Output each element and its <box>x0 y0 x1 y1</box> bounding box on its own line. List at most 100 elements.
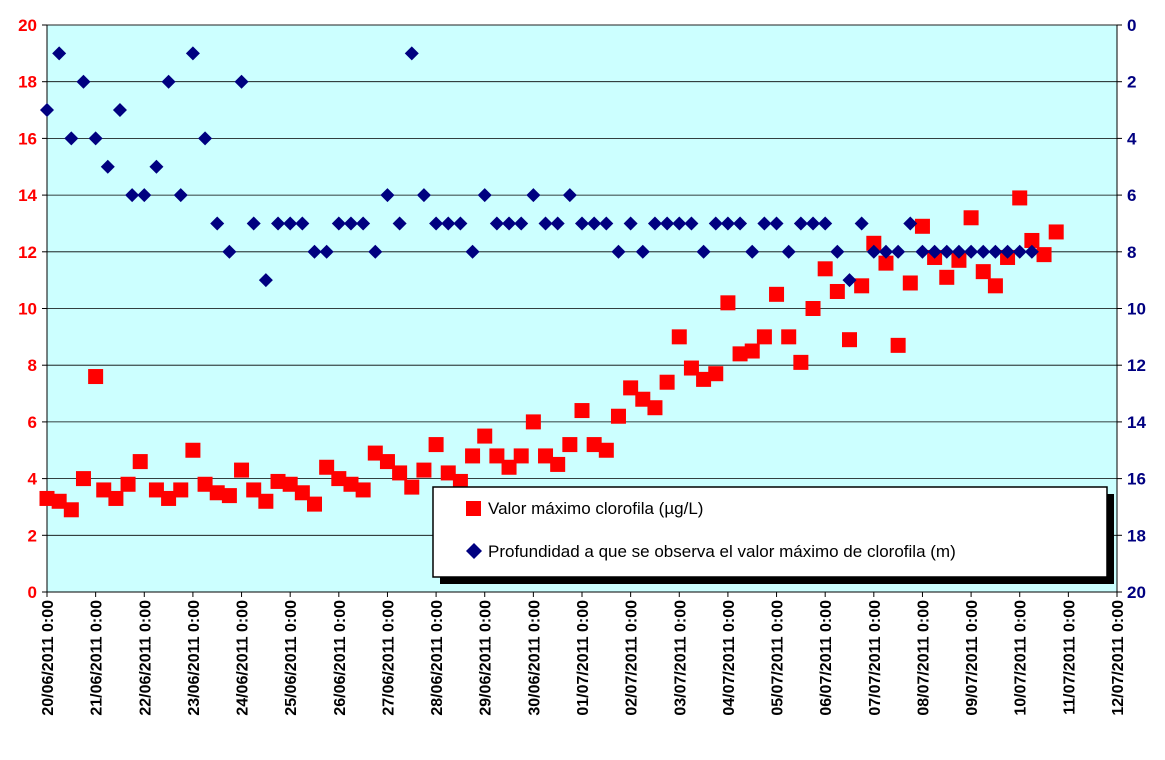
data-point-depth <box>939 244 954 259</box>
data-point-chlorophyll <box>756 329 772 345</box>
x-tick-label: 08/07/2011 0:00 <box>915 600 932 716</box>
x-tick-label: 11/07/2011 0:00 <box>1061 600 1078 715</box>
x-tick-label: 10/07/2011 0:00 <box>1013 600 1030 716</box>
y-left-tick-label: 6 <box>28 413 37 432</box>
data-point-chlorophyll <box>88 369 104 385</box>
data-point-chlorophyll <box>185 442 201 458</box>
data-point-chlorophyll <box>939 269 955 285</box>
data-point-depth <box>185 46 200 61</box>
data-point-chlorophyll <box>987 278 1003 294</box>
data-point-chlorophyll <box>270 473 286 489</box>
data-point-depth <box>283 216 298 231</box>
data-point-chlorophyll <box>683 360 699 376</box>
data-point-chlorophyll <box>793 354 809 370</box>
x-axis: 20/06/2011 0:00 21/06/2011 0:00 22/06/2011… <box>40 591 1127 716</box>
data-point-chlorophyll <box>477 428 493 444</box>
data-point-chlorophyll <box>355 482 371 498</box>
data-point-depth <box>647 216 662 231</box>
y-right-tick-label: 0 <box>1127 16 1136 35</box>
data-point-chlorophyll <box>659 374 675 390</box>
y-left-tick-label: 18 <box>18 73 37 92</box>
y-right-tick-label: 18 <box>1127 526 1146 545</box>
data-point-depth <box>258 273 273 288</box>
y-right-tick-label: 12 <box>1127 356 1146 375</box>
y-axis-left: 0 2 4 6 8 10 12 14 16 18 20 <box>18 16 48 602</box>
data-point-chlorophyll <box>708 366 724 382</box>
data-point-depth <box>745 244 760 259</box>
data-point-depth <box>793 216 808 231</box>
y-right-tick-label: 8 <box>1127 243 1136 262</box>
y-right-tick-label: 6 <box>1127 186 1136 205</box>
data-point-chlorophyll <box>96 482 112 498</box>
data-point-depth <box>672 216 687 231</box>
x-tick-label: 06/07/2011 0:00 <box>818 600 835 716</box>
x-tick-label: 05/07/2011 0:00 <box>770 600 787 716</box>
data-point-chlorophyll <box>501 459 517 475</box>
y-right-tick-label: 2 <box>1127 73 1136 92</box>
data-point-depth <box>489 216 504 231</box>
data-point-depth <box>1000 244 1015 259</box>
data-point-depth <box>76 74 91 89</box>
data-point-chlorophyll <box>75 471 91 487</box>
data-point-depth <box>246 216 261 231</box>
data-point-chlorophyll <box>720 295 736 311</box>
data-point-depth <box>441 216 456 231</box>
data-point-chlorophyll <box>282 476 298 492</box>
data-point-depth <box>818 216 833 231</box>
data-point-depth <box>465 244 480 259</box>
data-point-depth <box>271 216 286 231</box>
data-point-depth <box>368 244 383 259</box>
data-point-depth <box>404 46 419 61</box>
data-point-depth <box>866 244 881 259</box>
data-point-depth <box>720 216 735 231</box>
data-point-chlorophyll <box>1012 190 1028 206</box>
series-chlorophyll <box>39 190 1064 518</box>
data-point-chlorophyll <box>173 482 189 498</box>
data-point-depth <box>854 216 869 231</box>
y-left-tick-label: 10 <box>18 300 37 319</box>
data-point-chlorophyll <box>805 301 821 316</box>
data-point-chlorophyll <box>294 485 310 501</box>
data-point-chlorophyll <box>221 488 237 504</box>
data-point-depth <box>575 216 589 231</box>
data-point-depth <box>161 74 176 89</box>
data-point-chlorophyll <box>258 493 274 509</box>
data-point-depth <box>429 216 444 231</box>
data-point-depth <box>100 159 115 174</box>
data-point-depth <box>538 216 553 231</box>
data-point-chlorophyll <box>769 286 785 302</box>
data-point-chlorophyll <box>744 343 760 359</box>
data-point-depth <box>380 188 395 203</box>
data-point-chlorophyll <box>513 448 529 464</box>
data-point-depth <box>392 216 407 231</box>
data-point-depth <box>903 216 918 231</box>
data-point-chlorophyll <box>39 490 55 506</box>
data-point-depth <box>951 244 966 259</box>
legend-marker-chlorophyll <box>466 501 481 516</box>
x-tick-label: 24/06/2011 0:00 <box>235 600 252 716</box>
data-point-chlorophyll <box>489 448 505 464</box>
data-point-chlorophyll <box>696 371 712 387</box>
data-point-depth <box>356 216 371 231</box>
data-point-chlorophyll <box>550 456 566 472</box>
data-point-depth <box>587 216 602 231</box>
x-tick-label: 29/06/2011 0:00 <box>478 600 495 716</box>
x-tick-label: 02/07/2011 0:00 <box>624 600 641 716</box>
data-point-depth <box>1012 244 1027 259</box>
y-left-tick-label: 0 <box>28 583 37 602</box>
y-left-tick-label: 4 <box>28 470 38 489</box>
data-point-depth <box>88 131 103 146</box>
y-left-tick-label: 8 <box>28 356 37 375</box>
y-right-tick-label: 10 <box>1127 300 1146 319</box>
data-point-chlorophyll <box>1024 232 1040 248</box>
data-point-chlorophyll <box>598 442 614 458</box>
data-point-chlorophyll <box>440 465 456 481</box>
data-point-depth <box>599 216 614 231</box>
data-point-depth <box>781 244 796 259</box>
x-tick-label: 01/07/2011 0:00 <box>575 600 592 716</box>
x-tick-label: 26/06/2011 0:00 <box>332 600 349 716</box>
data-point-depth <box>1024 244 1039 259</box>
y-right-tick-label: 16 <box>1127 470 1146 489</box>
data-point-depth <box>733 216 748 231</box>
y-left-tick-label: 12 <box>18 243 37 262</box>
